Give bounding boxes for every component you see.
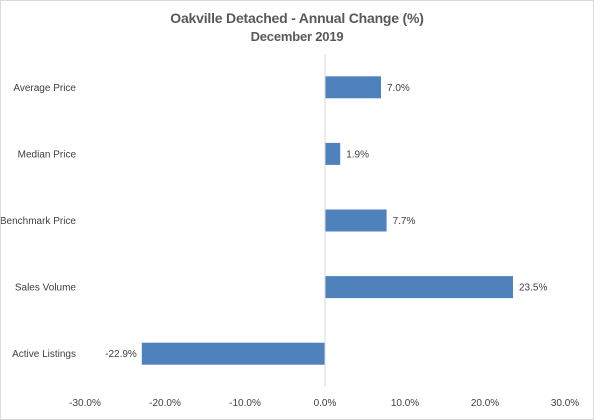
category-label-0: Average Price <box>13 83 76 94</box>
data-label-4: -22.9% <box>105 349 137 360</box>
bar-4 <box>141 342 325 365</box>
data-label-2: 7.7% <box>393 216 416 227</box>
data-label-1: 1.9% <box>346 149 369 160</box>
category-label-3: Sales Volume <box>15 283 77 294</box>
category-label-2: Benchmark Price <box>1 216 76 227</box>
category-label-1: Median Price <box>18 149 77 160</box>
category-label-4: Active Listings <box>12 349 76 360</box>
x-tick-label-5: 20.0% <box>471 398 499 409</box>
x-tick-label-3: 0.0% <box>314 398 337 409</box>
x-tick-label-0: -30.0% <box>69 398 101 409</box>
bar-0 <box>325 76 381 99</box>
data-label-0: 7.0% <box>387 83 410 94</box>
chart-title: Oakville Detached - Annual Change (%) <box>170 10 424 26</box>
x-tick-label-6: 30.0% <box>551 398 579 409</box>
chart-subtitle: December 2019 <box>250 29 344 44</box>
x-tick-label-2: -10.0% <box>229 398 261 409</box>
x-tick-label-1: -20.0% <box>149 398 181 409</box>
data-label-3: 23.5% <box>519 283 547 294</box>
bar-3 <box>325 276 513 299</box>
bar-1 <box>325 142 341 165</box>
bar-2 <box>325 209 387 232</box>
x-tick-label-4: 10.0% <box>391 398 419 409</box>
